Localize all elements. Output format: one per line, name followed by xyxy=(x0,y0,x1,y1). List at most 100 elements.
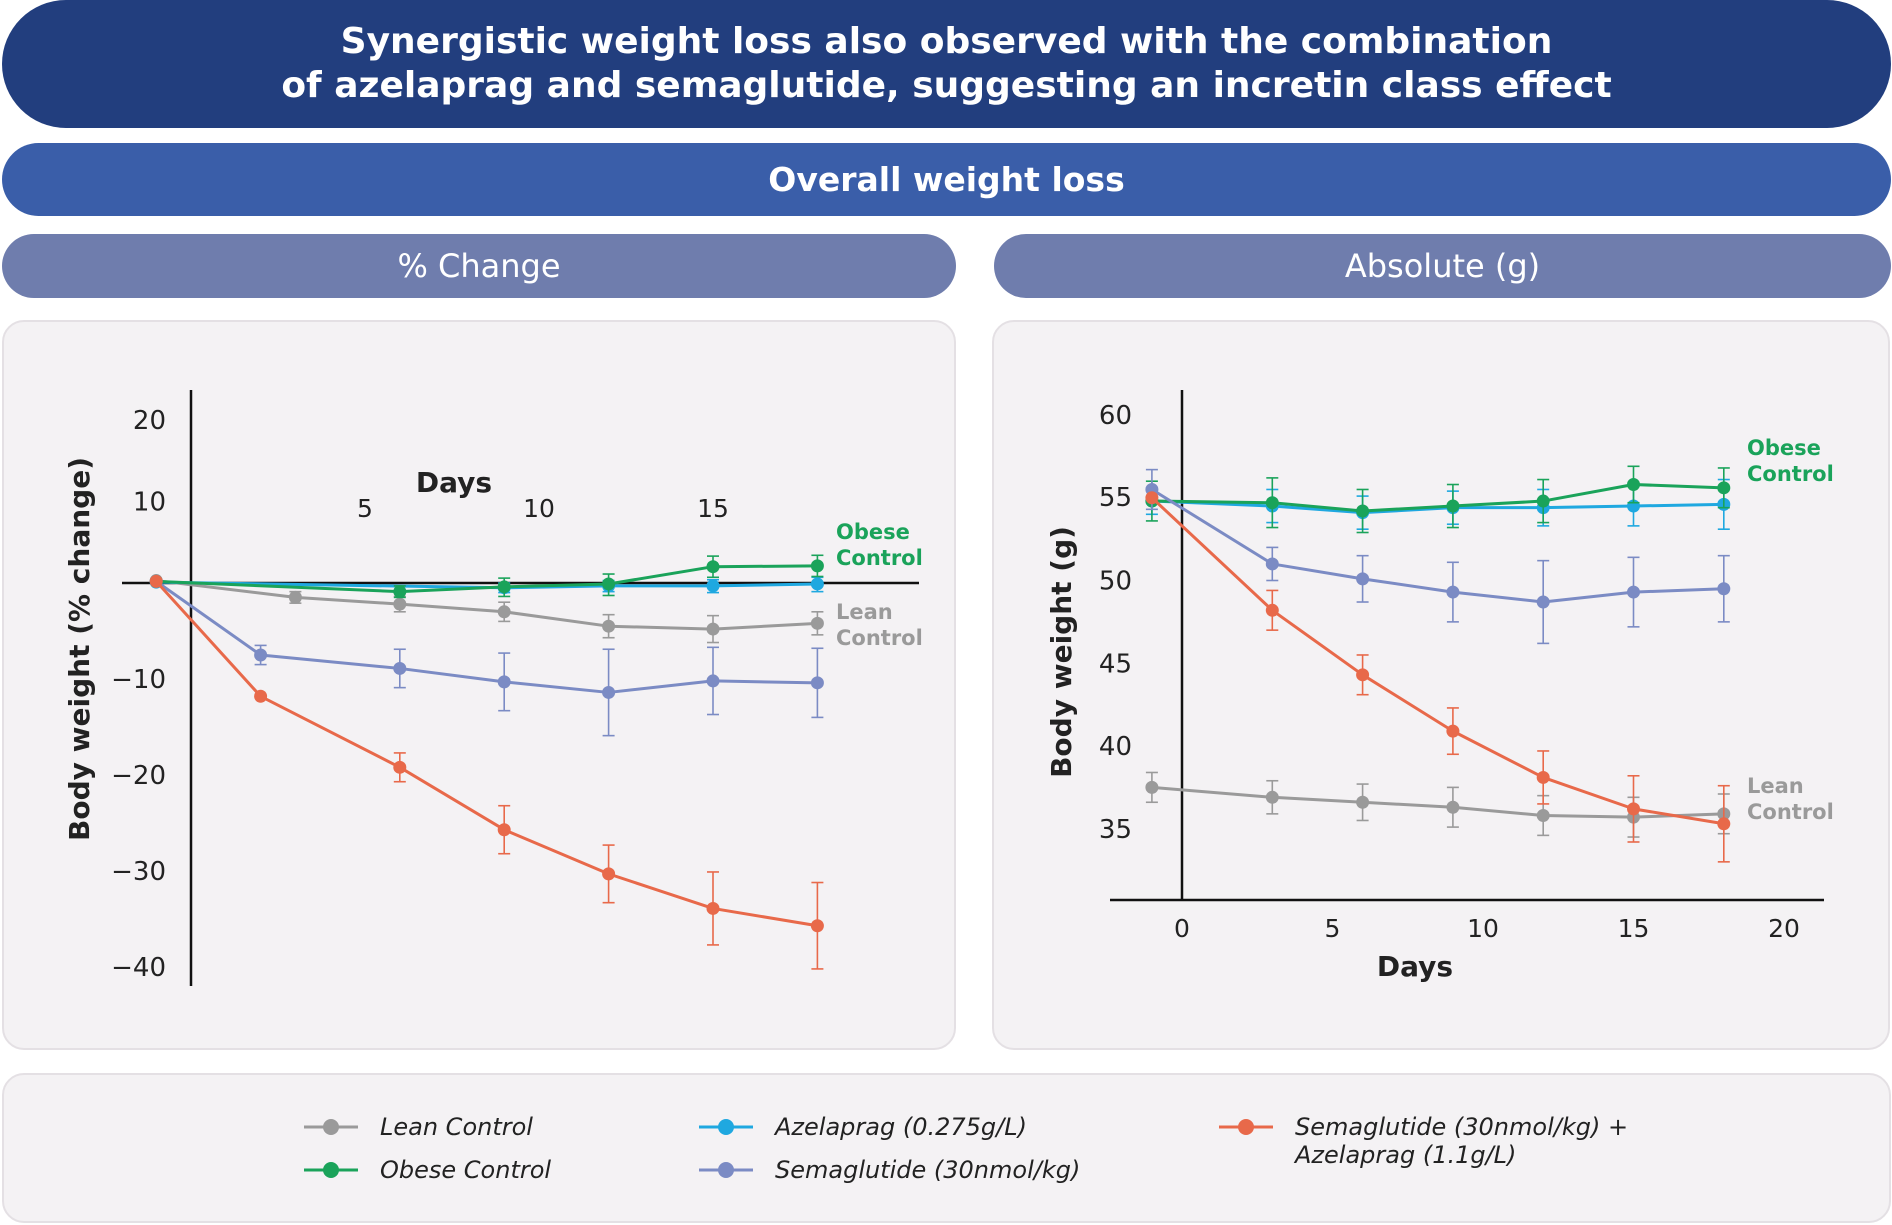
left-point-azelaprag xyxy=(810,577,824,591)
right-point-obese xyxy=(1265,496,1279,510)
right-point-lean xyxy=(1265,790,1279,804)
annotation-lean-control-right-2: Control xyxy=(1747,800,1834,824)
x-tick-label-left: 15 xyxy=(697,494,729,523)
y-tick-label-left: 10 xyxy=(133,488,166,518)
legend-item-lean: Lean Control xyxy=(304,1113,533,1141)
y-tick-label-right: 55 xyxy=(1099,483,1132,513)
legend-label-combo-line1: Semaglutide (30nmol/kg) + xyxy=(1295,1113,1629,1141)
left-panel-title: % Change xyxy=(2,234,956,298)
legend-marker-azelaprag xyxy=(699,1119,753,1135)
legend-marker-semaglutide xyxy=(699,1162,753,1178)
y-tick-label-left: 20 xyxy=(133,406,166,436)
left-point-azelaprag xyxy=(706,579,720,593)
right-point-semaglutide xyxy=(1265,557,1279,571)
left-point-combo xyxy=(602,867,616,881)
right-point-semaglutide xyxy=(1717,582,1731,596)
x-tick-label-right: 10 xyxy=(1467,914,1499,943)
left-point-obese xyxy=(810,559,824,573)
x-axis-title-right: Days xyxy=(1377,950,1453,983)
left-point-combo xyxy=(149,574,163,588)
y-tick-label-right: 60 xyxy=(1099,401,1132,431)
right-point-combo xyxy=(1627,802,1640,816)
annotation-obese-control-left-2: Control xyxy=(836,546,923,570)
left-point-obese xyxy=(497,580,511,594)
right-point-combo xyxy=(1356,668,1370,682)
left-point-obese xyxy=(706,560,720,574)
y-tick-label-right: 35 xyxy=(1099,815,1132,845)
absolute-weight-chart: 60 55 50 45 40 35 0 5 10 15 20 Days Body weight (g) O… xyxy=(1045,390,1834,983)
x-tick-label-right: 0 xyxy=(1174,914,1190,943)
subtitle-banner: Overall weight loss xyxy=(2,143,1891,216)
right-point-combo xyxy=(1446,724,1460,738)
x-tick-label-right: 20 xyxy=(1768,914,1800,943)
y-axis-title-right: Body weight (g) xyxy=(1045,526,1078,778)
left-point-combo xyxy=(810,919,824,933)
left-point-combo xyxy=(393,760,407,774)
legend-label-azelaprag: Azelaprag (0.275g/L) xyxy=(775,1113,1027,1141)
percent-change-chart: 20 10 −10 −20 −30 −40 5 10 15 Days Body weight (% … xyxy=(63,390,923,986)
x-axis-title-left: Days xyxy=(416,466,492,499)
y-axis-title-left: Body weight (% change) xyxy=(63,457,96,841)
right-point-semaglutide xyxy=(1627,585,1640,599)
legend-marker-obese xyxy=(304,1162,358,1178)
legend-item-combo: Semaglutide (30nmol/kg) + Azelaprag (1.1… xyxy=(1219,1113,1628,1169)
x-tick-label-left: 10 xyxy=(523,494,555,523)
main-title: Synergistic weight loss also observed wi… xyxy=(2,0,1891,128)
right-point-obese xyxy=(1356,504,1370,518)
right-point-obese xyxy=(1536,494,1550,508)
x-tick-label-right: 5 xyxy=(1325,914,1341,943)
annotation-lean-control-right: Lean xyxy=(1747,774,1804,798)
right-point-combo xyxy=(1145,491,1159,505)
legend-marker-combo xyxy=(1219,1119,1273,1135)
main-title-line2: of azelaprag and semaglutide, suggesting… xyxy=(281,65,1612,106)
right-point-semaglutide xyxy=(1446,585,1460,599)
right-line-combo xyxy=(1150,496,1725,826)
right-point-lean xyxy=(1356,795,1370,809)
left-line-semaglutide xyxy=(155,580,818,694)
left-point-combo xyxy=(254,689,268,703)
annotation-lean-control-left: Lean xyxy=(836,600,893,624)
annotation-obese-control-right-2: Control xyxy=(1747,462,1834,486)
percent-change-panel: 20 10 −10 −20 −30 −40 5 10 15 Days Body weight (% … xyxy=(2,320,956,1050)
annotation-obese-control-right: Obese xyxy=(1747,436,1821,460)
right-point-lean xyxy=(1145,780,1159,794)
left-point-lean xyxy=(393,597,407,611)
legend-item-azelaprag: Azelaprag (0.275g/L) xyxy=(699,1113,1027,1141)
left-point-semaglutide xyxy=(393,661,407,675)
left-point-obese xyxy=(602,577,616,591)
y-tick-label-right: 40 xyxy=(1099,732,1132,762)
x-tick-label-left: 5 xyxy=(357,494,373,523)
left-point-semaglutide xyxy=(254,648,268,662)
left-point-combo xyxy=(706,901,720,915)
left-point-semaglutide xyxy=(706,674,720,688)
right-point-lean xyxy=(1536,809,1550,823)
y-tick-label-left: −20 xyxy=(111,761,166,791)
legend-item-obese: Obese Control xyxy=(304,1156,551,1184)
legend: Lean Control Obese Control Azelaprag (0.… xyxy=(2,1073,1891,1223)
right-point-obese xyxy=(1627,478,1640,492)
legend-label-combo: Semaglutide (30nmol/kg) + Azelaprag (1.1… xyxy=(1295,1113,1628,1169)
left-point-lean xyxy=(810,616,824,630)
y-tick-label-right: 50 xyxy=(1099,567,1132,597)
right-point-semaglutide xyxy=(1536,595,1550,609)
legend-label-combo-line2: Azelaprag (1.1g/L) xyxy=(1295,1141,1517,1169)
right-panel-title: Absolute (g) xyxy=(994,234,1891,298)
y-tick-label-left: −10 xyxy=(111,665,166,695)
legend-label-semaglutide: Semaglutide (30nmol/kg) xyxy=(775,1156,1081,1184)
y-tick-label-left: −30 xyxy=(111,857,166,887)
legend-item-semaglutide: Semaglutide (30nmol/kg) xyxy=(699,1156,1080,1184)
right-point-obese xyxy=(1717,481,1731,495)
right-point-combo xyxy=(1265,603,1279,617)
left-point-lean xyxy=(706,622,720,636)
y-tick-label-left: −40 xyxy=(111,953,166,983)
absolute-weight-panel: 60 55 50 45 40 35 0 5 10 15 20 Days Body weight (g) O… xyxy=(992,320,1890,1050)
main-title-line1: Synergistic weight loss also observed wi… xyxy=(340,21,1553,62)
left-point-semaglutide xyxy=(810,676,824,690)
right-point-combo xyxy=(1536,770,1550,784)
annotation-obese-control-left: Obese xyxy=(836,520,910,544)
left-point-obese xyxy=(393,585,407,599)
legend-label-lean: Lean Control xyxy=(380,1113,533,1141)
legend-marker-lean xyxy=(304,1119,358,1135)
right-point-lean xyxy=(1446,800,1460,814)
x-tick-label-right: 15 xyxy=(1618,914,1650,943)
